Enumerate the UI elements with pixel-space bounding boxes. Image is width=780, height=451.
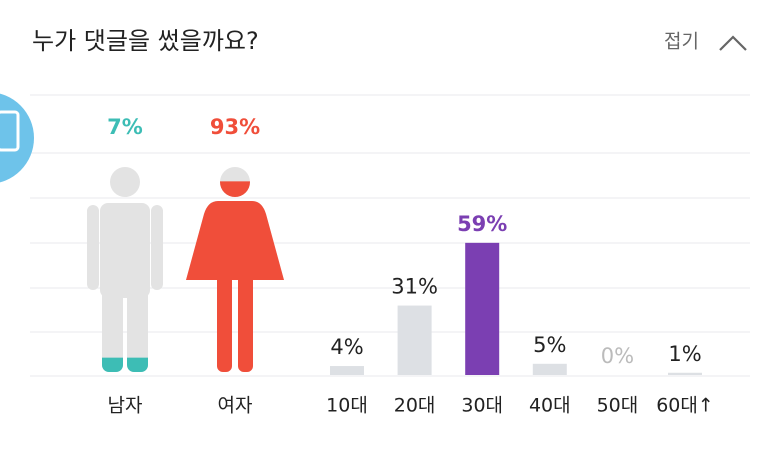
bar	[465, 242, 500, 375]
category-label: 60대↑	[656, 395, 714, 417]
value-label: 5%	[533, 333, 566, 357]
bar	[397, 305, 432, 375]
bar	[532, 363, 567, 375]
category-label: 20대	[394, 395, 436, 417]
chevron[interactable]	[719, 35, 747, 51]
figure-fill	[186, 181, 284, 372]
bar	[668, 372, 702, 375]
value-label: 59%	[457, 212, 507, 236]
category-label: 남자	[108, 395, 143, 417]
value-label: 1%	[668, 342, 701, 366]
side-icon	[0, 93, 34, 183]
category-label: 10대	[326, 395, 368, 417]
category-label: 여자	[218, 395, 253, 417]
value-label: 0%	[601, 344, 634, 368]
toggle[interactable]: 접기	[664, 31, 699, 53]
value-label: 4%	[330, 335, 363, 359]
category-label: 40대	[529, 395, 571, 417]
bar	[330, 366, 364, 375]
value-label: 7%	[107, 115, 143, 139]
value-label: 31%	[391, 275, 438, 299]
figure-fill	[87, 357, 163, 372]
category-label: 50대	[597, 395, 639, 417]
value-label: 93%	[210, 115, 260, 139]
category-label: 30대	[461, 395, 503, 417]
title: 누가 댓글을 썼을까요?	[32, 27, 259, 55]
